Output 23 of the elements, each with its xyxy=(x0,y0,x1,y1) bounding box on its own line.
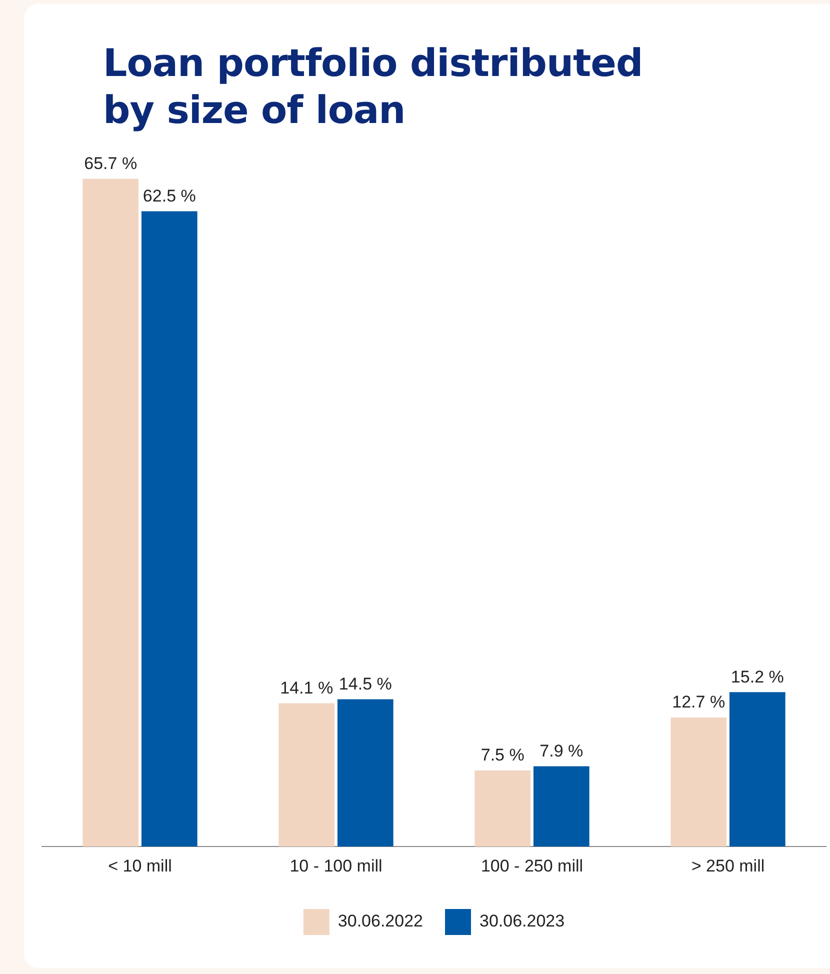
data-label: 62.5 % xyxy=(142,186,196,206)
x-tick-label: 10 - 100 mill xyxy=(290,856,382,876)
data-label: 14.5 % xyxy=(338,674,392,694)
bar xyxy=(729,692,786,847)
bar xyxy=(474,770,531,847)
bar xyxy=(82,178,139,847)
data-label: 12.7 % xyxy=(672,692,726,712)
data-label: 65.7 % xyxy=(84,154,138,173)
x-tick-label: < 10 mill xyxy=(108,856,172,876)
bar xyxy=(670,717,727,847)
data-label: 14.1 % xyxy=(280,678,334,698)
legend-label: 30.06.2022 xyxy=(338,912,424,931)
data-label: 7.9 % xyxy=(540,741,584,760)
x-tick-label: 100 - 250 mill xyxy=(480,856,584,876)
bar xyxy=(278,703,335,847)
chart-title: Loan portfolio distributed by size of loan xyxy=(103,40,644,134)
bar xyxy=(337,699,394,847)
bar xyxy=(533,766,590,847)
data-label: 15.2 % xyxy=(730,667,784,686)
legend-label: 30.06.2023 xyxy=(480,912,565,931)
x-tick-label: > 250 mill xyxy=(691,856,765,876)
data-label: 7.5 % xyxy=(480,746,524,765)
bar xyxy=(141,211,198,847)
